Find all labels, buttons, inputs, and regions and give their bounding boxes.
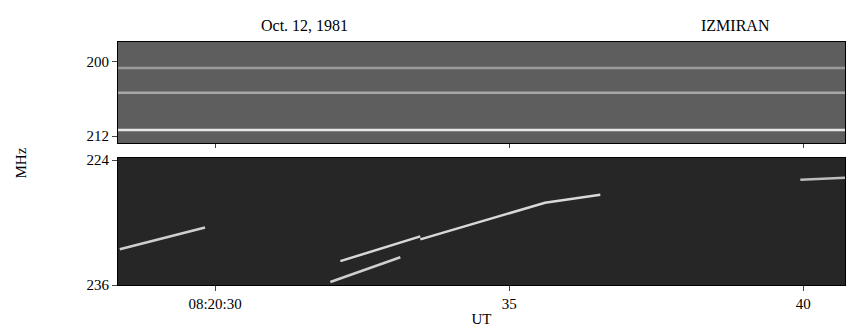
svg-text:236: 236 xyxy=(87,277,110,293)
svg-text:200: 200 xyxy=(87,54,110,70)
svg-text:35: 35 xyxy=(502,296,517,312)
svg-text:IZMIRAN: IZMIRAN xyxy=(701,17,770,34)
svg-text:MHz: MHz xyxy=(13,147,29,178)
svg-text:Oct. 12, 1981: Oct. 12, 1981 xyxy=(261,17,348,34)
svg-text:UT: UT xyxy=(472,311,492,327)
svg-text:40: 40 xyxy=(796,296,811,312)
svg-text:224: 224 xyxy=(87,152,110,168)
svg-text:212: 212 xyxy=(87,128,110,144)
svg-text:08:20:30: 08:20:30 xyxy=(188,296,241,312)
